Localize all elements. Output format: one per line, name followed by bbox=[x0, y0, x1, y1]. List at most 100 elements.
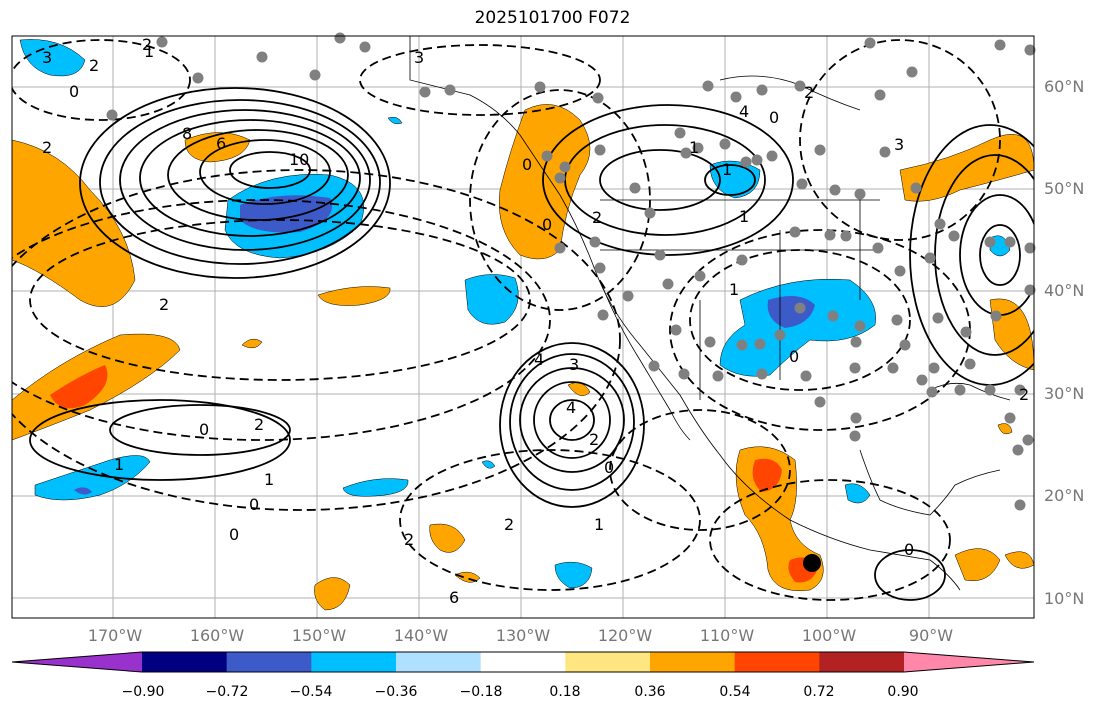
lat-label: 30°N bbox=[1044, 384, 1085, 403]
station-dot bbox=[670, 324, 682, 336]
station-dot bbox=[894, 265, 906, 277]
station-dot bbox=[990, 310, 1002, 322]
contour-label: 3 bbox=[894, 135, 905, 154]
shade-pos bbox=[429, 523, 466, 553]
station-dot bbox=[622, 290, 634, 302]
contour-label: 1 bbox=[144, 42, 155, 61]
station-dot bbox=[789, 226, 801, 238]
lat-label: 10°N bbox=[1044, 589, 1085, 608]
station-dot bbox=[597, 309, 609, 321]
station-dot bbox=[850, 412, 862, 424]
shade-pos bbox=[954, 548, 1001, 582]
station-dot bbox=[644, 207, 656, 219]
lat-label: 20°N bbox=[1044, 486, 1085, 505]
shade-neg bbox=[719, 278, 876, 377]
station-dot bbox=[654, 249, 666, 261]
contour-label: 1 bbox=[722, 160, 733, 179]
contour-label: 1 bbox=[594, 515, 605, 534]
station-dot bbox=[554, 172, 566, 184]
contour-label: 2 bbox=[404, 530, 415, 549]
station-dot bbox=[662, 278, 674, 290]
contour-label: 1 bbox=[729, 280, 740, 299]
lon-label: 140°W bbox=[393, 626, 449, 645]
station-dot bbox=[934, 218, 946, 230]
contours-negative bbox=[12, 39, 1001, 601]
lon-label: 160°W bbox=[189, 626, 245, 645]
station-dot bbox=[854, 188, 866, 200]
shade-pos bbox=[499, 104, 591, 260]
contour-label: 0 bbox=[604, 458, 615, 477]
station-dot bbox=[827, 310, 839, 322]
contour-label: 4 bbox=[739, 102, 750, 121]
station-dot bbox=[751, 154, 763, 166]
shade-neg bbox=[752, 458, 782, 492]
station-dot bbox=[736, 254, 748, 266]
colorbar-tick: −0.90 bbox=[121, 684, 165, 700]
station-dot bbox=[754, 338, 766, 350]
station-dot bbox=[1012, 444, 1024, 456]
contour-label: 2 bbox=[1019, 385, 1030, 404]
station-dot bbox=[1024, 284, 1036, 296]
contour-label: 2 bbox=[592, 208, 603, 227]
station-dot bbox=[766, 150, 778, 162]
station-dot bbox=[879, 146, 891, 158]
station-dot bbox=[794, 302, 806, 314]
station-dot bbox=[906, 66, 918, 78]
station-dot bbox=[774, 329, 786, 341]
contour-label: 8 bbox=[182, 124, 193, 143]
colorbar-tick: −0.72 bbox=[205, 684, 249, 700]
station-dot bbox=[1014, 499, 1026, 511]
shade-neg bbox=[464, 274, 519, 325]
station-dot bbox=[926, 386, 938, 398]
station-dot bbox=[756, 84, 768, 96]
map-title: 2025101700 F072 bbox=[474, 8, 631, 28]
station-dot bbox=[1004, 236, 1016, 248]
contour-label: 6 bbox=[449, 588, 460, 607]
shade-pos bbox=[314, 577, 351, 611]
station-dot bbox=[629, 182, 641, 194]
station-dot bbox=[359, 41, 371, 53]
contour-label: 2 bbox=[89, 56, 100, 75]
station-dot bbox=[872, 242, 884, 254]
station-dot bbox=[794, 80, 806, 92]
station-dot bbox=[840, 230, 852, 242]
station-dot bbox=[874, 89, 886, 101]
station-dot bbox=[916, 374, 928, 386]
lon-label: 120°W bbox=[597, 626, 653, 645]
colorbar-tick: 0.54 bbox=[719, 684, 751, 700]
contour-label: 2 bbox=[804, 83, 815, 102]
shade-pos bbox=[989, 298, 1034, 371]
station-dot bbox=[1024, 44, 1036, 56]
station-dot bbox=[674, 127, 686, 139]
station-dot bbox=[1014, 384, 1026, 396]
station-dot bbox=[334, 32, 346, 44]
colorbar-tick: 0.36 bbox=[634, 684, 666, 700]
station-dot bbox=[712, 370, 724, 382]
station-dot bbox=[702, 80, 714, 92]
contour-label: 10 bbox=[289, 150, 310, 169]
station-dot bbox=[594, 144, 606, 156]
lat-label: 50°N bbox=[1044, 179, 1085, 198]
contour-label: 0 bbox=[522, 155, 533, 174]
station-dot bbox=[541, 150, 553, 162]
shade-neg bbox=[19, 39, 86, 77]
shade-neg bbox=[481, 460, 496, 469]
contour-label: 6 bbox=[216, 134, 227, 153]
station-dot bbox=[994, 39, 1006, 51]
contour-label: 2 bbox=[589, 430, 600, 449]
contour-label: 3 bbox=[42, 48, 53, 67]
station-dot bbox=[850, 336, 862, 348]
station-dot bbox=[924, 252, 936, 264]
colorbar-tick: −0.36 bbox=[374, 684, 418, 700]
lon-label: 130°W bbox=[495, 626, 551, 645]
station-dot bbox=[736, 339, 748, 351]
colorbar-tick: 0.18 bbox=[549, 684, 581, 700]
station-dot bbox=[594, 262, 606, 274]
colorbar-tick: 0.72 bbox=[803, 684, 835, 700]
station-dot bbox=[814, 144, 826, 156]
station-dot bbox=[899, 339, 911, 351]
contour-label: 2 bbox=[142, 35, 153, 54]
station-dot bbox=[964, 358, 976, 370]
lon-label: 100°W bbox=[801, 626, 857, 645]
